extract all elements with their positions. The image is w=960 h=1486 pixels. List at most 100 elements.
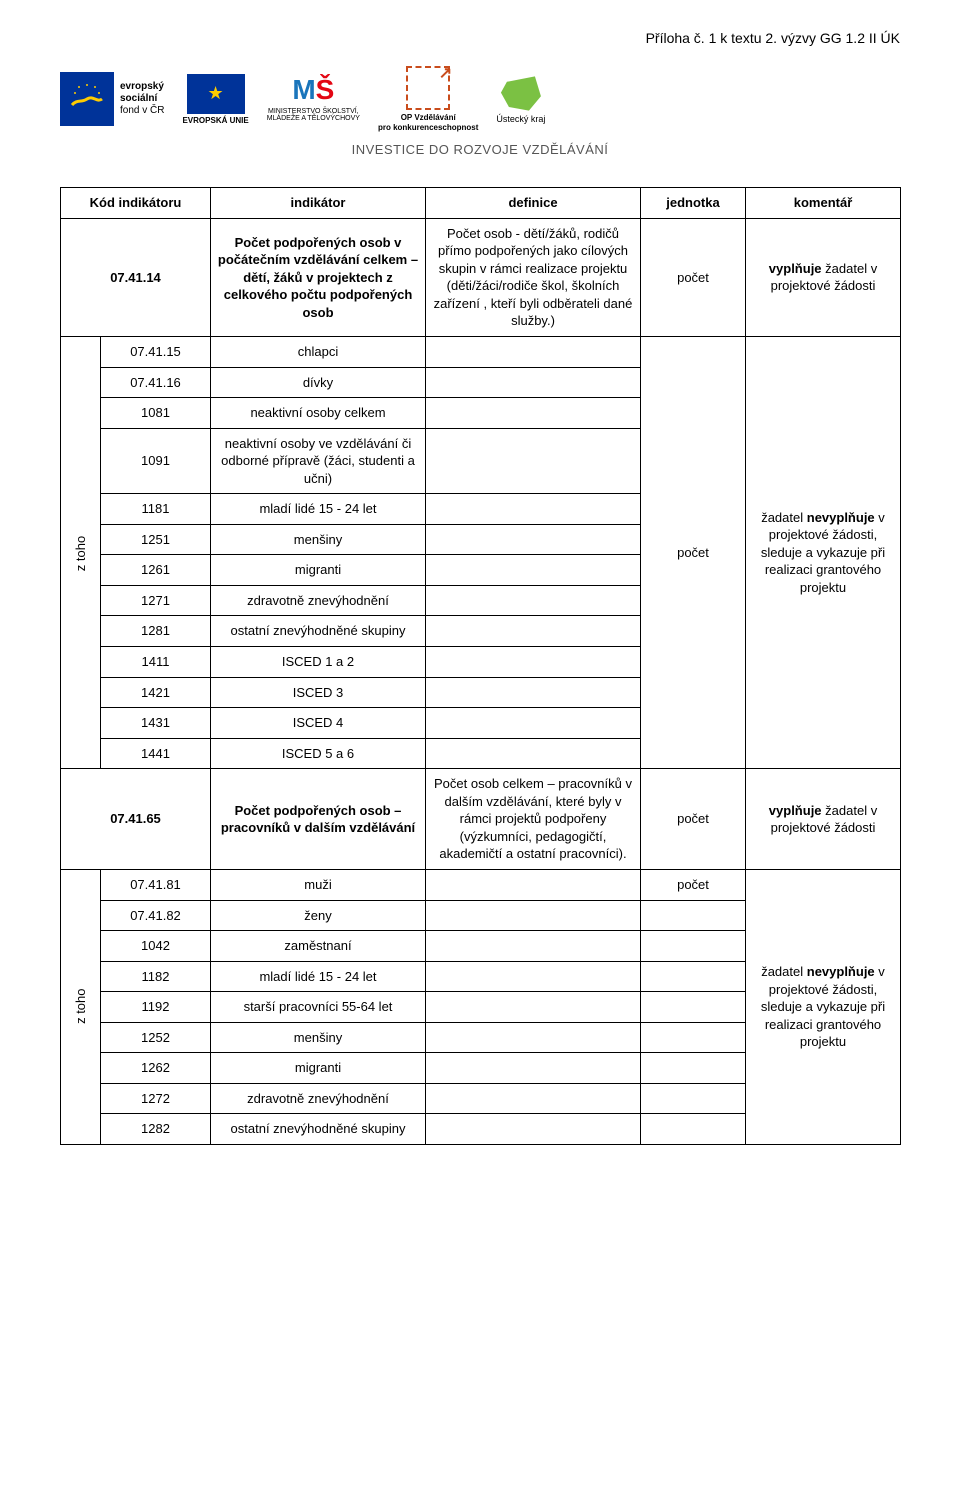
code-cell: 1272 (101, 1083, 211, 1114)
code-cell: 1282 (101, 1114, 211, 1145)
th-definition: definice (426, 188, 641, 219)
indicator-cell: ostatní znevýhodněné skupiny (211, 616, 426, 647)
code-cell: 1262 (101, 1053, 211, 1084)
indicator-cell: migranti (211, 1053, 426, 1084)
table-row: z toho07.41.15chlapcipočetžadatel nevypl… (61, 337, 901, 368)
eu-flag-icon: ★ (187, 74, 245, 114)
esf-line2: sociální (120, 93, 164, 105)
esf-flag-icon (60, 72, 114, 126)
definition-cell (426, 585, 641, 616)
logo-esf: evropský sociální fond v ČR (60, 72, 164, 126)
op-line2: pro konkurenceschopnost (378, 123, 478, 133)
definition-cell (426, 1083, 641, 1114)
indicator-cell: Počet podpořených osob – pracovníků v da… (211, 769, 426, 870)
th-unit: jednotka (641, 188, 746, 219)
definition-cell: Počet osob celkem – pracovníků v dalším … (426, 769, 641, 870)
code-cell: 1042 (101, 931, 211, 962)
unit-cell (641, 1083, 746, 1114)
logo-strip: evropský sociální fond v ČR ★ EVROPSKÁ U… (60, 66, 900, 132)
code-cell: 1081 (101, 398, 211, 429)
definition-cell (426, 869, 641, 900)
indicator-cell: migranti (211, 555, 426, 586)
code-cell: 1411 (101, 647, 211, 678)
z-toho-label: z toho (61, 869, 101, 1144)
code-cell: 1182 (101, 961, 211, 992)
unit-cell (641, 1114, 746, 1145)
th-indicator: indikátor (211, 188, 426, 219)
table-row: 07.41.14Počet podpořených osob v počáteč… (61, 218, 901, 336)
comment-cell: žadatel nevyplňuje v projektové žádosti,… (746, 337, 901, 769)
indicator-cell: mladí lidé 15 - 24 let (211, 961, 426, 992)
esf-text: evropský sociální fond v ČR (120, 81, 164, 117)
indicator-cell: zdravotně znevýhodnění (211, 1083, 426, 1114)
indicator-cell: ostatní znevýhodněné skupiny (211, 1114, 426, 1145)
code-cell: 07.41.14 (61, 218, 211, 336)
definition-cell (426, 931, 641, 962)
indicator-cell: starší pracovníci 55-64 let (211, 992, 426, 1023)
indicator-cell: chlapci (211, 337, 426, 368)
indicator-cell: zaměstnaní (211, 931, 426, 962)
indicator-cell: dívky (211, 367, 426, 398)
definition-cell (426, 555, 641, 586)
code-cell: 07.41.15 (101, 337, 211, 368)
comment-cell: žadatel nevyplňuje v projektové žádosti,… (746, 869, 901, 1144)
definition-cell: Počet osob - dětí/žáků, rodičů přímo pod… (426, 218, 641, 336)
z-toho-label: z toho (61, 337, 101, 769)
unit-cell: počet (641, 769, 746, 870)
table-body: 07.41.14Počet podpořených osob v počáteč… (61, 218, 901, 1144)
definition-cell (426, 367, 641, 398)
code-cell: 07.41.16 (101, 367, 211, 398)
definition-cell (426, 337, 641, 368)
table-row: 07.41.65Počet podpořených osob – pracovn… (61, 769, 901, 870)
indicator-cell: neaktivní osoby celkem (211, 398, 426, 429)
unit-cell (641, 931, 746, 962)
code-cell: 1441 (101, 738, 211, 769)
esf-line1: evropský (120, 81, 164, 93)
code-cell: 1431 (101, 708, 211, 739)
indicator-cell: neaktivní osoby ve vzdělávání či odborné… (211, 428, 426, 494)
unit-cell (641, 1022, 746, 1053)
th-comment: komentář (746, 188, 901, 219)
table-head-row: Kód indikátoru indikátor definice jednot… (61, 188, 901, 219)
code-cell: 1281 (101, 616, 211, 647)
unit-cell: počet (641, 218, 746, 336)
definition-cell (426, 398, 641, 429)
indicator-cell: ISCED 1 a 2 (211, 647, 426, 678)
definition-cell (426, 900, 641, 931)
code-cell: 07.41.81 (101, 869, 211, 900)
logo-kraj: Ústecký kraj (496, 75, 545, 124)
unit-cell: počet (641, 869, 746, 900)
definition-cell (426, 494, 641, 525)
op-box-icon (406, 66, 450, 110)
msmt-icon: MŠ (292, 75, 334, 106)
definition-cell (426, 992, 641, 1023)
code-cell: 1271 (101, 585, 211, 616)
code-cell: 1261 (101, 555, 211, 586)
definition-cell (426, 1114, 641, 1145)
definition-cell (426, 708, 641, 739)
code-cell: 1181 (101, 494, 211, 525)
code-cell: 07.41.65 (61, 769, 211, 870)
unit-cell (641, 992, 746, 1023)
definition-cell (426, 1022, 641, 1053)
definition-cell (426, 1053, 641, 1084)
code-cell: 1421 (101, 677, 211, 708)
code-cell: 1251 (101, 524, 211, 555)
indicator-cell: zdravotně znevýhodnění (211, 585, 426, 616)
indicator-cell: menšiny (211, 524, 426, 555)
unit-cell (641, 961, 746, 992)
indicator-cell: ISCED 5 a 6 (211, 738, 426, 769)
definition-cell (426, 738, 641, 769)
code-cell: 1192 (101, 992, 211, 1023)
th-code: Kód indikátoru (61, 188, 211, 219)
esf-line3: fond v ČR (120, 105, 164, 117)
unit-cell (641, 900, 746, 931)
indicator-cell: ISCED 3 (211, 677, 426, 708)
logo-msmt: MŠ MINISTERSTVO ŠKOLSTVÍ, MLÁDEŽE A TĚLO… (267, 75, 360, 123)
indicator-cell: menšiny (211, 1022, 426, 1053)
indicator-table: Kód indikátoru indikátor definice jednot… (60, 187, 901, 1145)
indicator-cell: ISCED 4 (211, 708, 426, 739)
definition-cell (426, 961, 641, 992)
eu-label: EVROPSKÁ UNIE (182, 116, 248, 125)
table-row: z toho07.41.81mužipočetžadatel nevyplňuj… (61, 869, 901, 900)
